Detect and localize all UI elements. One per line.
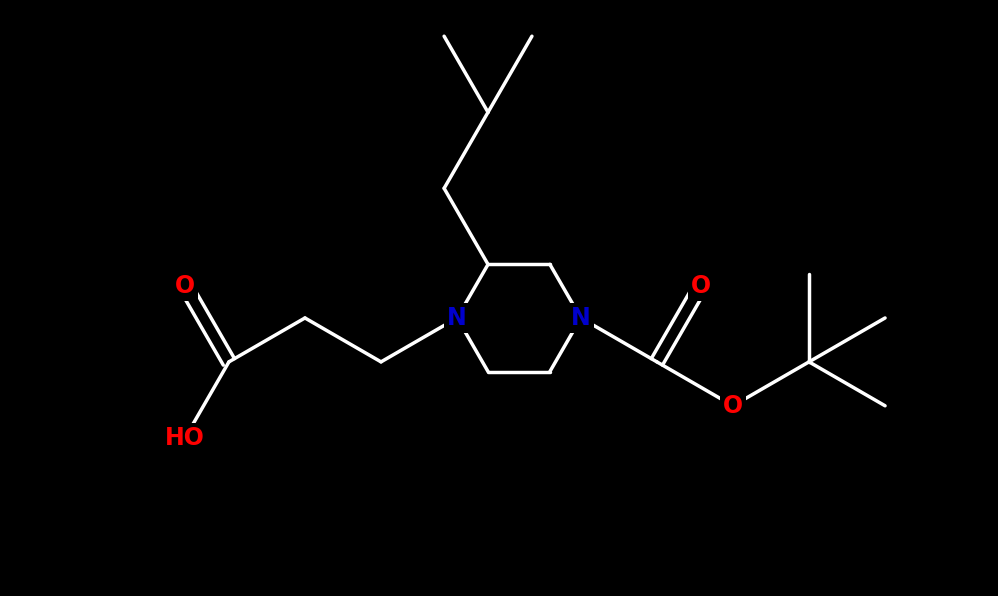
Text: O: O	[691, 274, 711, 298]
Text: N: N	[571, 306, 591, 330]
Text: O: O	[175, 274, 195, 298]
Text: HO: HO	[165, 426, 205, 450]
Text: N: N	[447, 306, 467, 330]
Text: O: O	[723, 394, 744, 418]
